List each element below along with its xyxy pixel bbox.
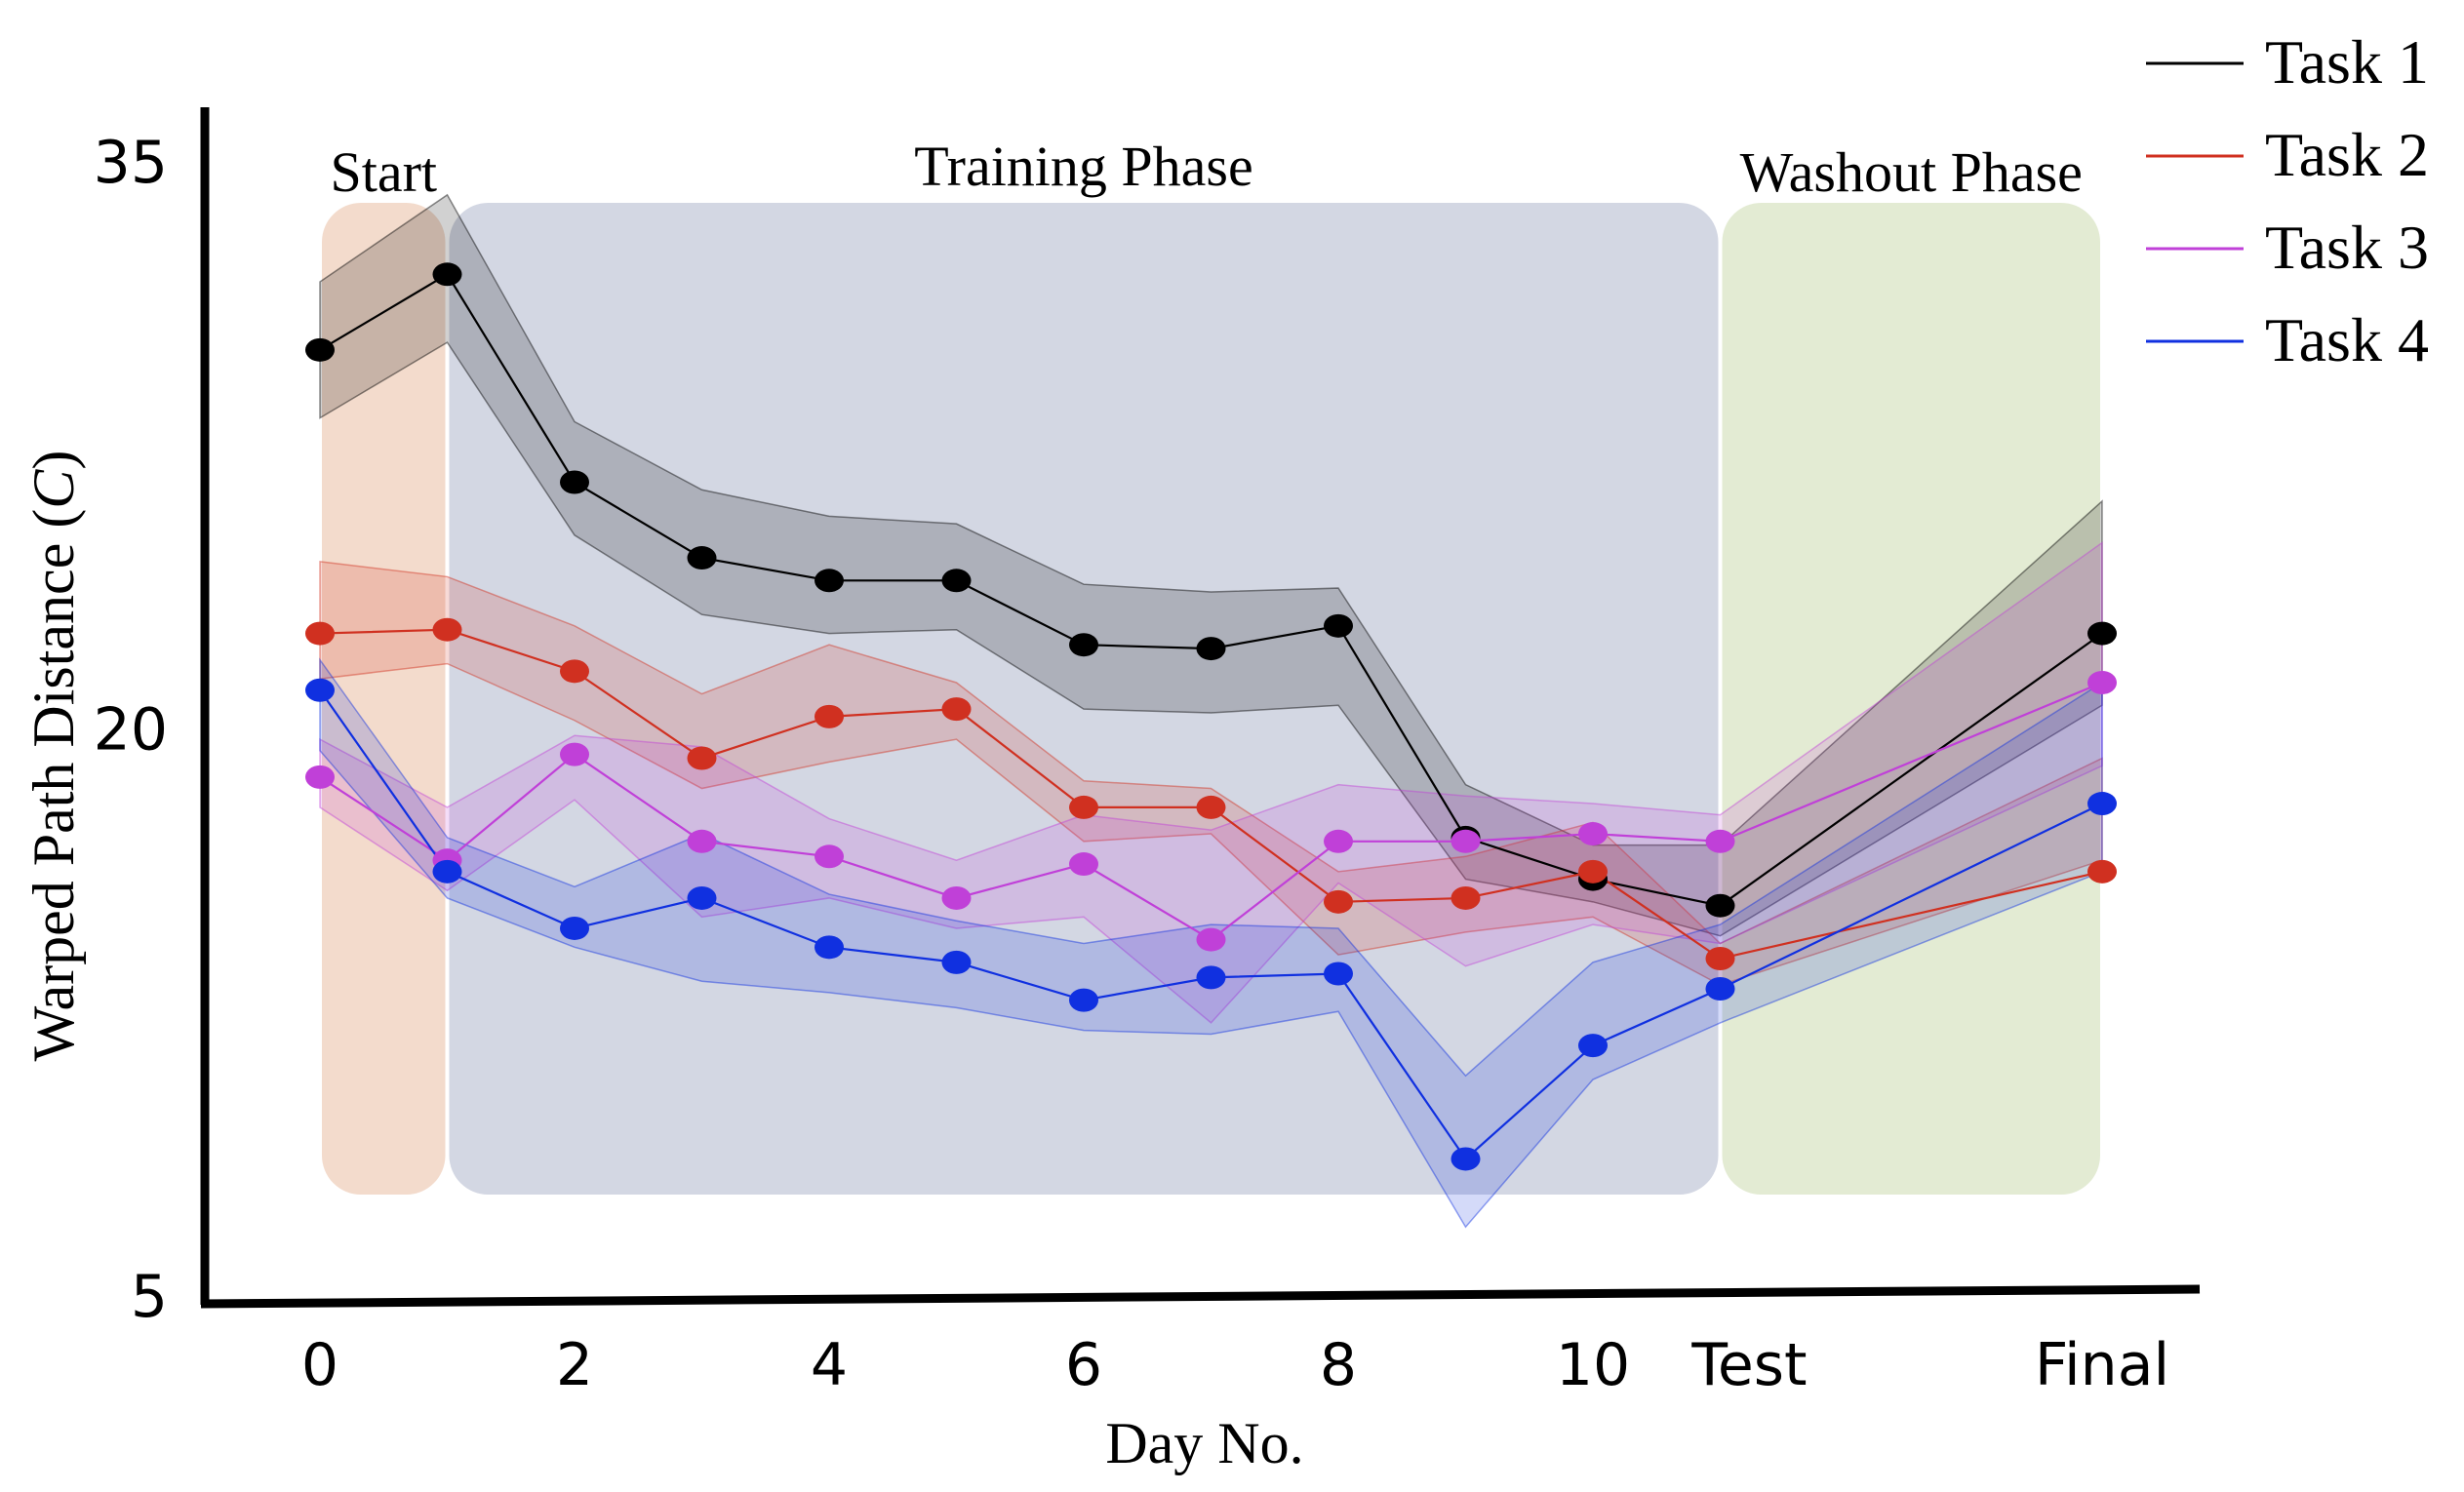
y-tick-label: 5 <box>131 1263 168 1331</box>
point-task-3 <box>941 885 972 910</box>
point-task-2 <box>1705 946 1735 970</box>
phase-label: Start <box>330 140 437 204</box>
phase-region-training-phase <box>449 203 1719 1195</box>
point-task-1 <box>432 262 462 287</box>
y-axis-label-main: Warped Path Distance ( <box>21 509 86 1062</box>
x-tick-label: 10 <box>1556 1331 1630 1399</box>
band-task-3 <box>319 541 2103 1024</box>
phase-regions: Start Training Phase Washout Phase <box>322 135 2100 1195</box>
point-task-2 <box>1451 885 1481 910</box>
point-task-4 <box>941 950 972 974</box>
legend-label-task-1: Task 1 <box>2265 27 2429 97</box>
point-task-1 <box>1705 893 1735 918</box>
point-task-2 <box>941 697 972 722</box>
y-axis-label-end: ) <box>21 451 86 470</box>
phase-region-start <box>322 203 446 1195</box>
point-task-1 <box>815 569 844 593</box>
x-axis-label: Day No. <box>1105 1411 1303 1475</box>
point-task-3 <box>1324 829 1353 853</box>
point-task-2 <box>1196 795 1226 819</box>
point-task-4 <box>2087 792 2117 816</box>
point-task-3 <box>687 829 717 853</box>
x-tick-label: Test <box>1690 1331 1807 1399</box>
point-task-2 <box>1324 889 1353 914</box>
point-task-2 <box>687 746 717 770</box>
point-task-3 <box>560 742 589 766</box>
y-tick-label: 20 <box>94 696 168 765</box>
point-task-1 <box>1069 633 1098 657</box>
x-tick-label: 6 <box>1065 1331 1102 1399</box>
y-tick-label: 35 <box>94 129 168 197</box>
point-task-4 <box>560 916 589 940</box>
point-task-1 <box>560 470 589 494</box>
phase-region-washout-phase <box>1722 203 2100 1195</box>
point-task-3 <box>1451 829 1481 853</box>
point-task-3 <box>1196 927 1226 952</box>
phase-label: Washout Phase <box>1740 140 2083 204</box>
x-tick-label: 2 <box>556 1331 593 1399</box>
point-task-4 <box>1705 976 1735 1001</box>
point-task-4 <box>305 678 335 702</box>
point-task-4 <box>1196 965 1226 990</box>
point-task-3 <box>2087 670 2117 694</box>
point-task-4 <box>1578 1034 1608 1058</box>
x-tick-label: 4 <box>811 1331 848 1399</box>
y-axis-label: Warped Path Distance (C) <box>21 451 86 1062</box>
point-task-1 <box>1324 613 1353 638</box>
phase-label: Training Phase <box>914 135 1253 198</box>
legend-label-task-2: Task 2 <box>2265 120 2429 189</box>
legend-label-task-4: Task 4 <box>2265 305 2429 374</box>
point-task-3 <box>1069 852 1098 877</box>
point-task-1 <box>1196 637 1226 661</box>
point-task-4 <box>432 859 462 883</box>
point-task-3 <box>305 765 335 789</box>
point-task-2 <box>305 621 335 646</box>
point-task-4 <box>1069 988 1098 1012</box>
point-task-2 <box>2087 859 2117 883</box>
point-task-3 <box>1705 829 1735 853</box>
point-task-4 <box>1324 962 1353 986</box>
point-task-1 <box>687 546 717 570</box>
point-task-1 <box>2087 621 2117 646</box>
point-task-2 <box>1069 795 1098 819</box>
tick-labels: 5 20 35 0 2 4 6 8 10 Test Final <box>94 129 2170 1399</box>
band-task-1 <box>319 193 2103 937</box>
x-tick-label: Final <box>2035 1331 2169 1399</box>
point-task-1 <box>941 569 972 593</box>
point-task-4 <box>687 885 717 910</box>
x-tick-label: 0 <box>301 1331 338 1399</box>
legend-label-task-3: Task 3 <box>2265 213 2429 282</box>
point-task-1 <box>305 337 335 362</box>
x-axis-line <box>200 1284 2201 1309</box>
data-points <box>305 262 2117 1171</box>
legend: Task 1 Task 2 Task 3 Task 4 <box>2146 27 2429 374</box>
point-task-3 <box>815 844 844 869</box>
point-task-2 <box>560 659 589 684</box>
y-axis-label-symbol: C <box>21 469 86 509</box>
point-task-4 <box>1451 1147 1481 1171</box>
x-tick-label: 8 <box>1320 1331 1357 1399</box>
point-task-3 <box>1578 822 1608 846</box>
point-task-2 <box>432 617 462 642</box>
point-task-4 <box>815 935 844 960</box>
axes <box>200 107 2201 1309</box>
point-task-2 <box>815 704 844 728</box>
point-task-2 <box>1578 859 1608 883</box>
